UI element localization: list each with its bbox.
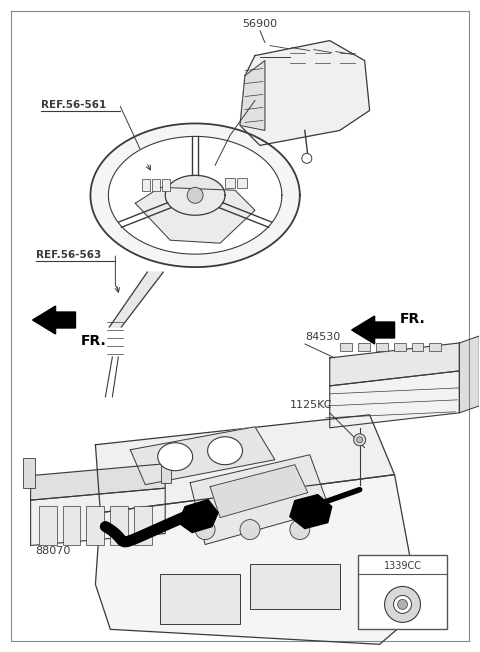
Bar bbox=[23, 458, 35, 488]
Ellipse shape bbox=[207, 437, 242, 465]
Bar bbox=[160, 574, 240, 625]
Text: 88070: 88070 bbox=[36, 546, 71, 556]
Bar bbox=[340, 343, 352, 351]
Bar bbox=[358, 343, 370, 351]
Text: REF.56-563: REF.56-563 bbox=[36, 250, 101, 260]
Text: 56900: 56900 bbox=[242, 19, 277, 29]
Bar bbox=[358, 554, 447, 629]
Ellipse shape bbox=[158, 443, 192, 471]
Bar bbox=[225, 178, 235, 188]
Polygon shape bbox=[108, 136, 282, 254]
Polygon shape bbox=[190, 454, 330, 544]
Bar bbox=[411, 343, 423, 351]
Polygon shape bbox=[240, 61, 265, 130]
Circle shape bbox=[354, 434, 366, 446]
Bar bbox=[430, 343, 442, 351]
Bar bbox=[142, 179, 150, 191]
Polygon shape bbox=[290, 495, 332, 529]
Polygon shape bbox=[165, 175, 225, 215]
Text: FR.: FR. bbox=[81, 334, 106, 348]
Polygon shape bbox=[33, 306, 75, 334]
Circle shape bbox=[187, 187, 203, 203]
Text: 1125KC: 1125KC bbox=[290, 400, 332, 410]
Polygon shape bbox=[130, 427, 275, 484]
Bar bbox=[62, 506, 81, 544]
Circle shape bbox=[302, 153, 312, 164]
Polygon shape bbox=[178, 499, 218, 533]
Bar bbox=[134, 506, 152, 544]
Polygon shape bbox=[31, 464, 165, 500]
Circle shape bbox=[240, 520, 260, 540]
Bar bbox=[250, 565, 340, 610]
Bar bbox=[237, 178, 247, 188]
Circle shape bbox=[397, 599, 408, 610]
Circle shape bbox=[290, 520, 310, 540]
Text: 1339CC: 1339CC bbox=[384, 561, 421, 572]
Bar bbox=[376, 343, 387, 351]
Polygon shape bbox=[210, 465, 308, 518]
Bar bbox=[152, 179, 160, 191]
Polygon shape bbox=[96, 475, 415, 644]
Circle shape bbox=[357, 437, 363, 443]
Text: REF.56-561: REF.56-561 bbox=[41, 100, 106, 110]
Polygon shape bbox=[109, 272, 163, 327]
Polygon shape bbox=[31, 488, 165, 546]
Text: 84530: 84530 bbox=[305, 332, 340, 342]
Polygon shape bbox=[330, 371, 459, 428]
Polygon shape bbox=[459, 336, 480, 413]
Polygon shape bbox=[90, 123, 300, 267]
Bar bbox=[161, 458, 171, 482]
Polygon shape bbox=[96, 415, 395, 512]
Polygon shape bbox=[240, 40, 370, 145]
Bar bbox=[162, 179, 170, 191]
Bar bbox=[110, 506, 128, 544]
Bar bbox=[38, 506, 57, 544]
Polygon shape bbox=[330, 343, 459, 386]
Circle shape bbox=[195, 520, 215, 540]
Bar bbox=[86, 506, 104, 544]
Polygon shape bbox=[352, 316, 395, 344]
Circle shape bbox=[384, 586, 420, 623]
Circle shape bbox=[394, 595, 411, 614]
Bar bbox=[394, 343, 406, 351]
Polygon shape bbox=[135, 187, 255, 243]
Text: FR.: FR. bbox=[399, 312, 425, 326]
